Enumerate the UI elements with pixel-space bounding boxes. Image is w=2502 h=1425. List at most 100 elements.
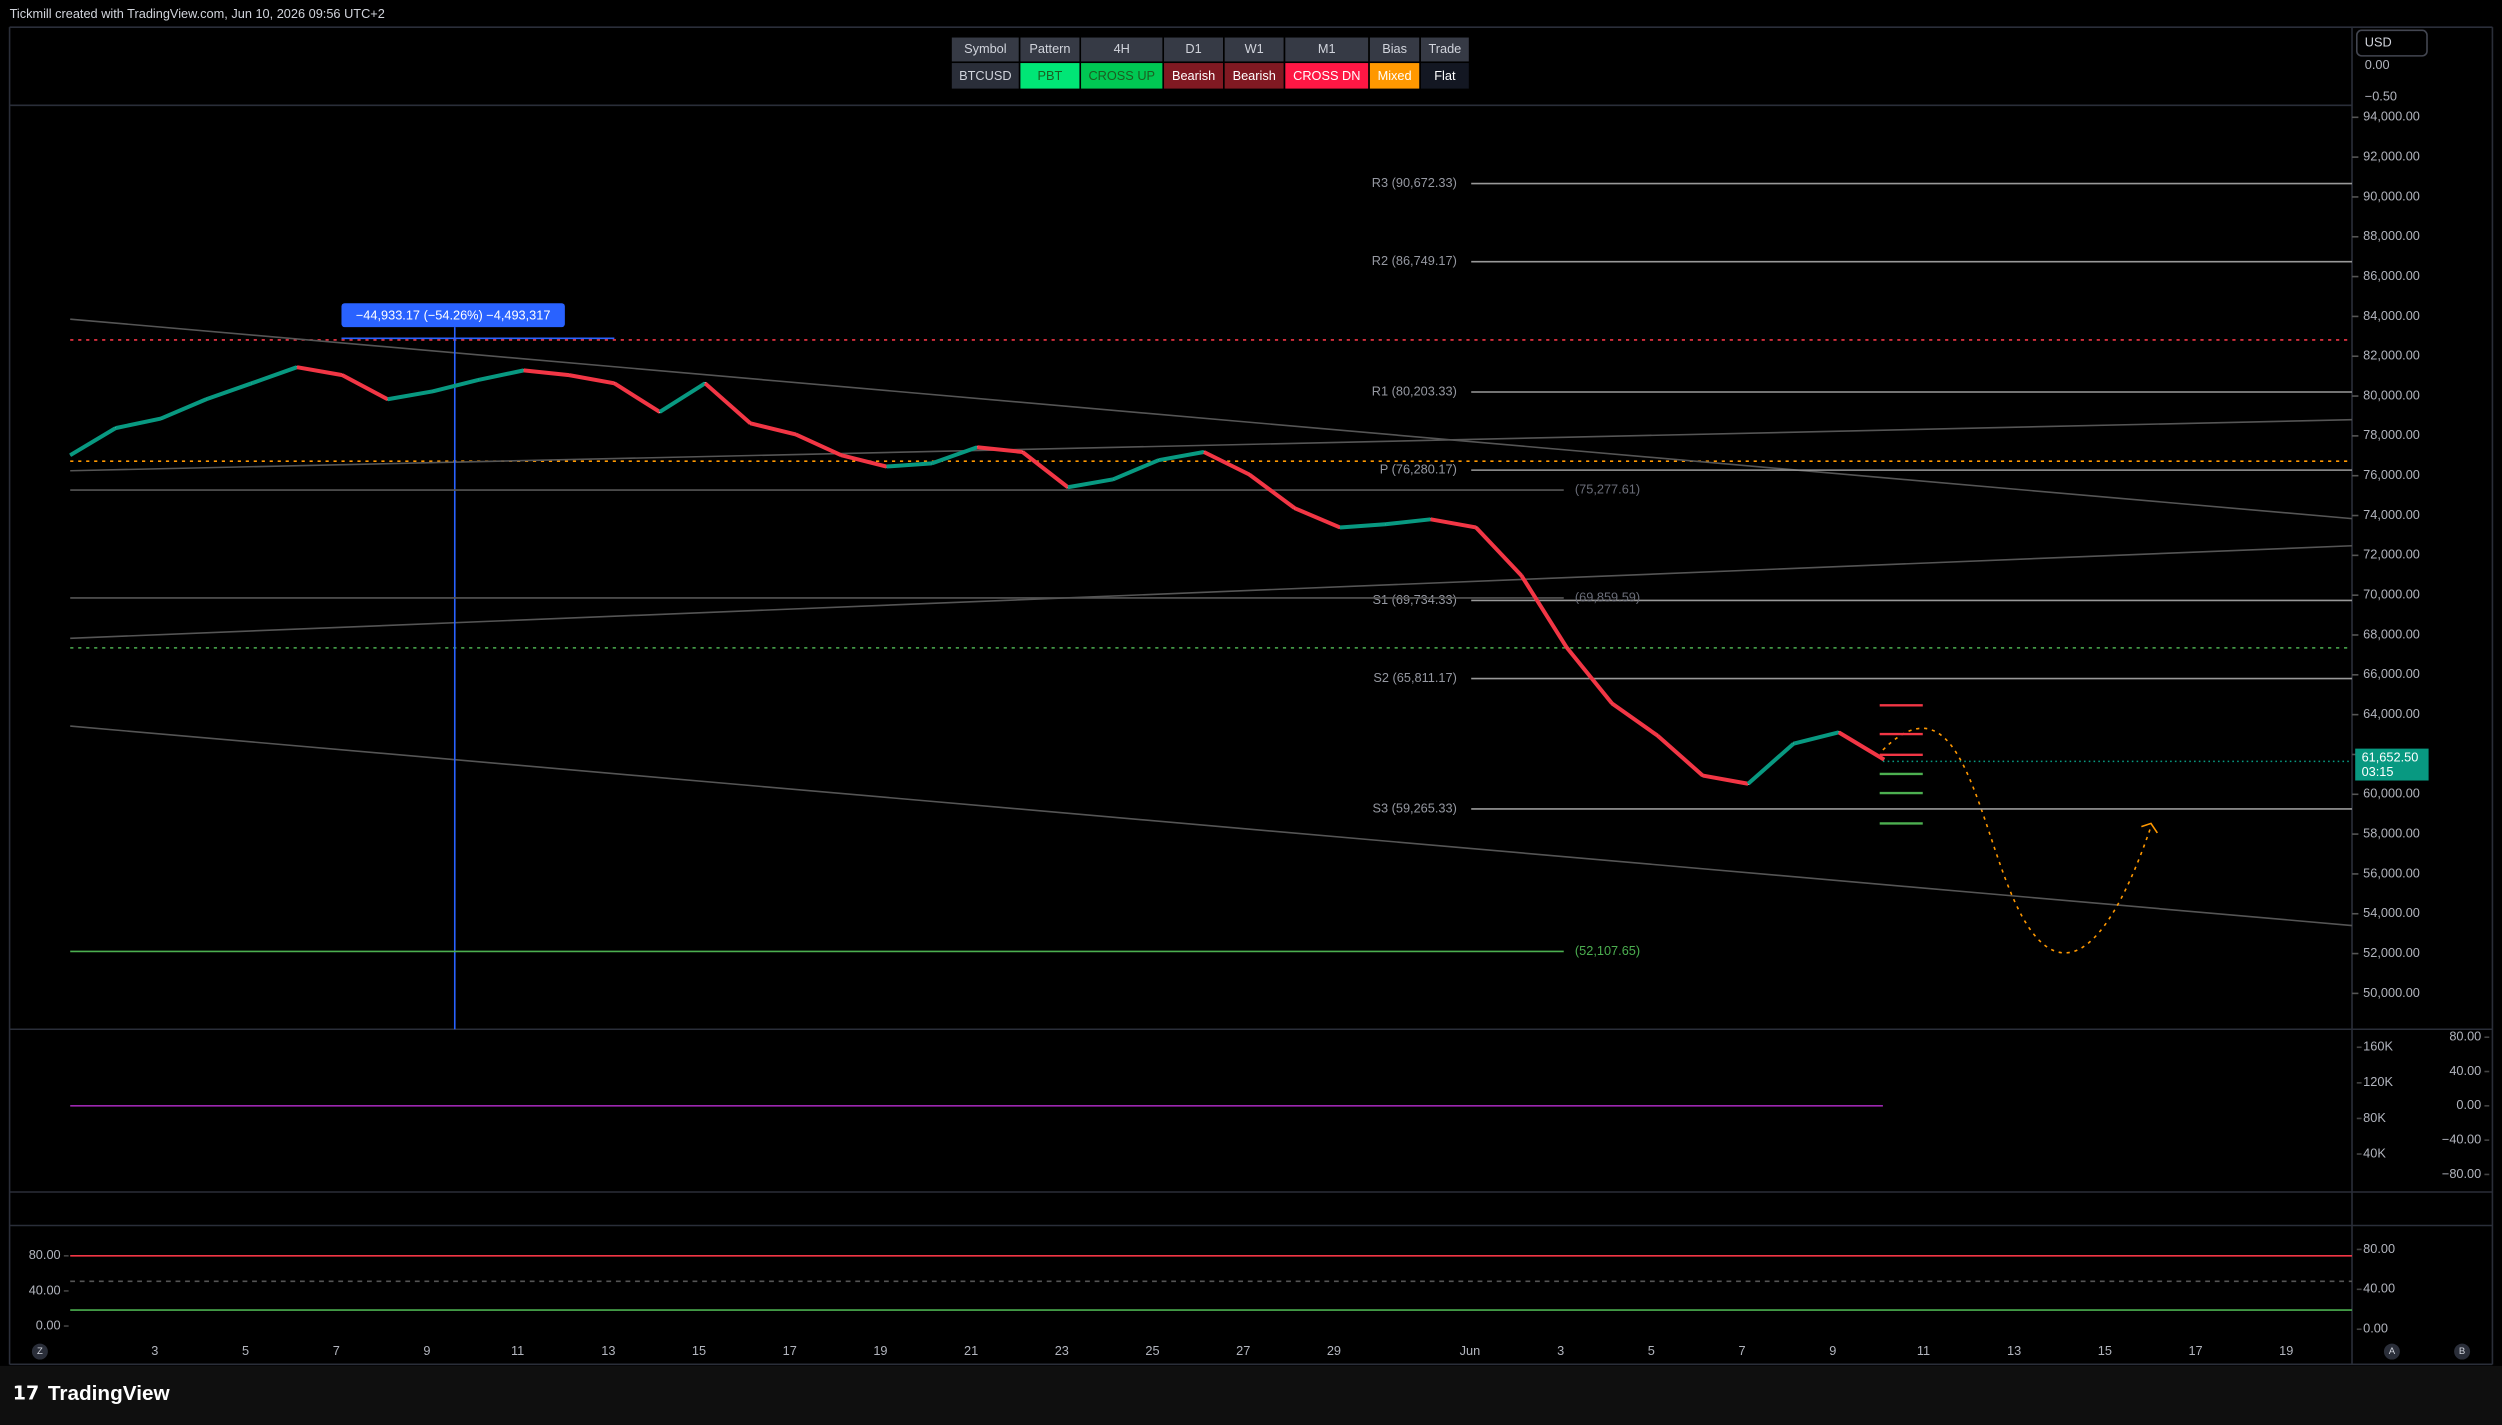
price-segment bbox=[432, 377, 479, 394]
table-header-cell bbox=[1018, 35, 1082, 64]
price-segment bbox=[1610, 701, 1659, 738]
price-label: 50,000.00 bbox=[2363, 985, 2420, 1000]
date-label: 13 bbox=[2007, 1343, 2021, 1358]
countdown: 03:15 bbox=[2362, 764, 2394, 779]
price-label: 58,000.00 bbox=[2363, 825, 2420, 840]
stoch-left-label: 80.00 bbox=[29, 1247, 61, 1262]
price-segment bbox=[160, 397, 208, 421]
table-header-cell bbox=[1079, 35, 1165, 64]
brand: TradingView bbox=[48, 1382, 171, 1405]
table-value: CROSS UP bbox=[1088, 68, 1155, 83]
table-header: Bias bbox=[1382, 41, 1407, 56]
price-segment bbox=[1656, 734, 1705, 778]
table-header: M1 bbox=[1318, 41, 1336, 56]
price-segment bbox=[749, 421, 797, 437]
date-label: 11 bbox=[511, 1343, 524, 1358]
price-segment bbox=[1474, 526, 1523, 577]
price-label: 80,000.00 bbox=[2363, 387, 2420, 402]
price-segment bbox=[205, 381, 253, 402]
table-cell bbox=[1283, 61, 1370, 91]
table-cell bbox=[1368, 61, 1421, 91]
date-label: 27 bbox=[1236, 1343, 1250, 1358]
pivot-label: R3 (90,672.33) bbox=[1372, 175, 1457, 190]
table-cell bbox=[1079, 61, 1165, 91]
date-label: 23 bbox=[1055, 1343, 1069, 1358]
axis-button-label[interactable]: B bbox=[2459, 1346, 2465, 1357]
pivot-label: P (76,280.17) bbox=[1380, 461, 1457, 476]
price-label: 52,000.00 bbox=[2363, 945, 2420, 960]
price-segment bbox=[1021, 450, 1070, 489]
currency[interactable]: USD bbox=[2365, 34, 2392, 49]
price-segment bbox=[115, 416, 162, 431]
level-label: (69,859.59) bbox=[1575, 589, 1640, 604]
price-segment bbox=[1565, 646, 1614, 705]
current-price: 61,652.50 bbox=[2362, 750, 2419, 765]
table-header: Symbol bbox=[964, 41, 1007, 56]
pivot-label: S2 (65,811.17) bbox=[1373, 670, 1456, 685]
date-label: 7 bbox=[1739, 1343, 1746, 1358]
price-label: 94,000.00 bbox=[2363, 109, 2420, 124]
pivot-label: R1 (80,203.33) bbox=[1372, 383, 1457, 398]
level-label: (52,107.65) bbox=[1575, 943, 1640, 958]
date-label: Jun bbox=[1460, 1343, 1481, 1358]
stoch-left-label: 40.00 bbox=[29, 1282, 61, 1297]
attribution: Tickmill created with TradingView.com, J… bbox=[10, 6, 385, 21]
measure-box bbox=[341, 303, 565, 328]
price-segment bbox=[1702, 773, 1749, 786]
price-segment bbox=[1158, 450, 1205, 463]
table-header: 4H bbox=[1114, 41, 1130, 56]
price-segment bbox=[1339, 522, 1386, 530]
axis-button-label[interactable]: Z bbox=[37, 1346, 43, 1357]
axis-button[interactable] bbox=[2454, 1343, 2471, 1360]
axis-button[interactable] bbox=[31, 1343, 48, 1360]
date-label: 17 bbox=[2188, 1343, 2202, 1358]
panel-borders bbox=[8, 26, 2494, 1366]
table-header: Pattern bbox=[1029, 41, 1070, 56]
brand-logo: 𝟭𝟳 bbox=[13, 1384, 40, 1405]
price-segment bbox=[886, 461, 932, 469]
date-label: 5 bbox=[242, 1343, 249, 1358]
price-segment bbox=[1430, 517, 1477, 530]
price-segment bbox=[976, 445, 1023, 454]
price-segment bbox=[1519, 574, 1569, 649]
price-label: 68,000.00 bbox=[2363, 626, 2420, 641]
date-label: 7 bbox=[333, 1343, 340, 1358]
rsi-label: −80.00 bbox=[2442, 1166, 2481, 1181]
price-label: 66,000.00 bbox=[2363, 666, 2420, 681]
price-segment bbox=[568, 373, 615, 386]
footer-bar bbox=[0, 1365, 2502, 1425]
price-label: 90,000.00 bbox=[2363, 188, 2420, 203]
table-value: Bearish bbox=[1172, 68, 1215, 83]
date-label: 29 bbox=[1327, 1343, 1341, 1358]
table-header: D1 bbox=[1185, 41, 1201, 56]
date-label: 9 bbox=[423, 1343, 430, 1358]
date-label: 19 bbox=[873, 1343, 887, 1358]
axis-button[interactable] bbox=[2383, 1343, 2400, 1360]
price-label: 74,000.00 bbox=[2363, 507, 2420, 522]
currency-box[interactable] bbox=[2355, 29, 2428, 57]
table-value: BTCUSD bbox=[959, 68, 1011, 83]
price-label: 54,000.00 bbox=[2363, 905, 2420, 920]
price-segment bbox=[1248, 472, 1296, 510]
rsi-label: 0.00 bbox=[2456, 1097, 2481, 1112]
table-header: Trade bbox=[1428, 41, 1461, 56]
table-cell bbox=[1223, 61, 1286, 91]
price-segment bbox=[1746, 742, 1795, 786]
date-label: 13 bbox=[601, 1343, 615, 1358]
pivot-label: R2 (86,749.17) bbox=[1372, 253, 1457, 268]
price-segment bbox=[1792, 730, 1840, 746]
table-value: Flat bbox=[1434, 68, 1456, 83]
table-header: W1 bbox=[1245, 41, 1264, 56]
date-label: 25 bbox=[1145, 1343, 1159, 1358]
axis-button-label[interactable]: A bbox=[2389, 1346, 2396, 1357]
price-label: 78,000.00 bbox=[2363, 427, 2420, 442]
date-label: 19 bbox=[2279, 1343, 2293, 1358]
price-label: 84,000.00 bbox=[2363, 308, 2420, 323]
price-label: 72,000.00 bbox=[2363, 547, 2420, 562]
measure-label: −44,933.17 (−54.26%) −4,493,317 bbox=[356, 307, 551, 322]
volume-label: 40K bbox=[2363, 1145, 2386, 1160]
date-label: 15 bbox=[692, 1343, 706, 1358]
price-segment bbox=[387, 389, 434, 402]
price-segment bbox=[1067, 477, 1114, 490]
table-value: PBT bbox=[1038, 68, 1063, 83]
